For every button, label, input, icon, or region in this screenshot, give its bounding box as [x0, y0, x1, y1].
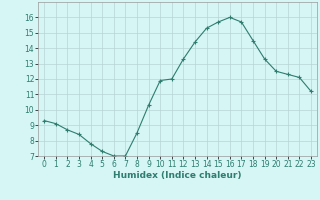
X-axis label: Humidex (Indice chaleur): Humidex (Indice chaleur) — [113, 171, 242, 180]
